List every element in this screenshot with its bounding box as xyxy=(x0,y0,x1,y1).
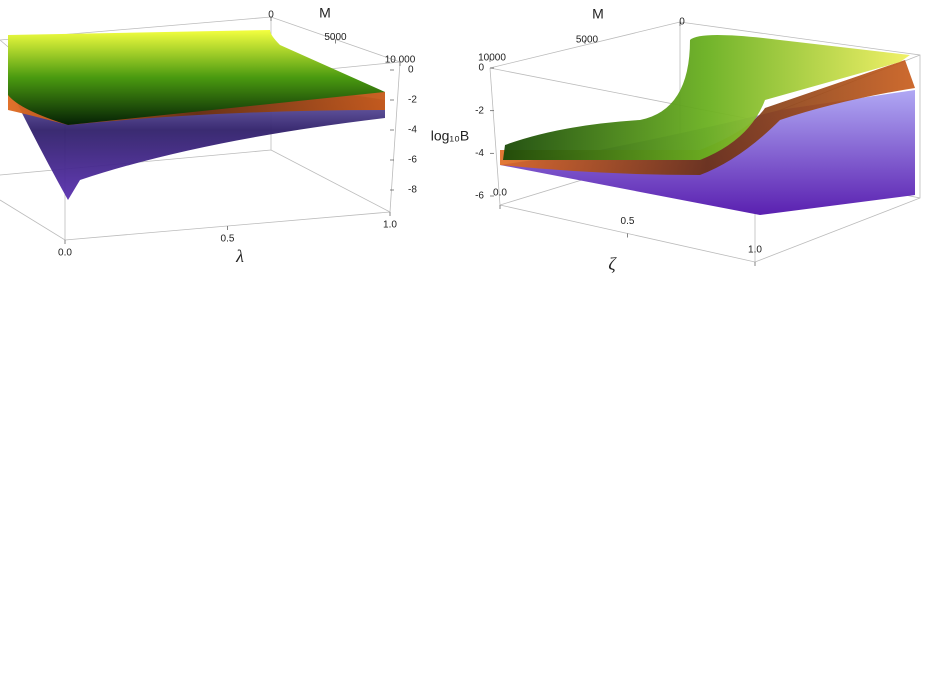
x-tick-label: 1.0 xyxy=(383,220,397,231)
z-tick-label: 0 xyxy=(408,65,414,76)
y-tick-label: 10000 xyxy=(478,53,506,64)
x-tick-label: 1.0 xyxy=(748,245,762,256)
z-tick-label: -4 xyxy=(408,125,417,136)
z-tick-label: 0 xyxy=(478,63,484,74)
y-tick-label: 0 xyxy=(268,10,274,21)
y-tick-label: 0 xyxy=(679,17,685,28)
y-axis-label: M xyxy=(319,5,331,21)
z-tick-label: -2 xyxy=(475,105,484,116)
x-tick-label: 0.5 xyxy=(221,234,235,245)
x-axis-label: λ xyxy=(235,246,244,266)
x-tick-label: 0.5 xyxy=(621,216,635,227)
y-axis-label: M xyxy=(592,6,604,22)
surface xyxy=(8,30,385,200)
surface xyxy=(500,35,915,215)
z-axis-label: log₁₀B xyxy=(431,128,470,144)
z-tick-label: -8 xyxy=(408,185,417,196)
x-tick-label: 0.0 xyxy=(493,188,507,199)
z-tick-label: -6 xyxy=(475,191,484,202)
x-axis-label: ζ xyxy=(608,254,617,274)
y-tick-label: 10 000 xyxy=(385,55,416,66)
z-tick-label: -2 xyxy=(408,95,417,106)
y-tick-label: 5000 xyxy=(324,32,347,43)
z-tick-label: -6 xyxy=(408,155,417,166)
z-tick-label: -4 xyxy=(475,148,484,159)
x-tick-label: 0.0 xyxy=(58,248,72,259)
y-tick-label: 5000 xyxy=(576,35,599,46)
